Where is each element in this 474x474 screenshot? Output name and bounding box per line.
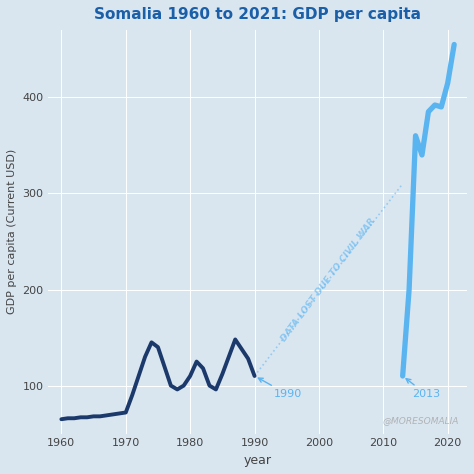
Title: Somalia 1960 to 2021: GDP per capita: Somalia 1960 to 2021: GDP per capita [94, 7, 421, 22]
Text: DATA LOST DUE TO CIVIL WAR: DATA LOST DUE TO CIVIL WAR [280, 217, 377, 343]
X-axis label: year: year [244, 454, 272, 467]
Text: 1990: 1990 [258, 378, 302, 400]
Text: 2013: 2013 [406, 379, 440, 400]
Y-axis label: GDP per capita (Current USD): GDP per capita (Current USD) [7, 149, 17, 314]
Text: @MORESOMALIA: @MORESOMALIA [383, 417, 459, 426]
